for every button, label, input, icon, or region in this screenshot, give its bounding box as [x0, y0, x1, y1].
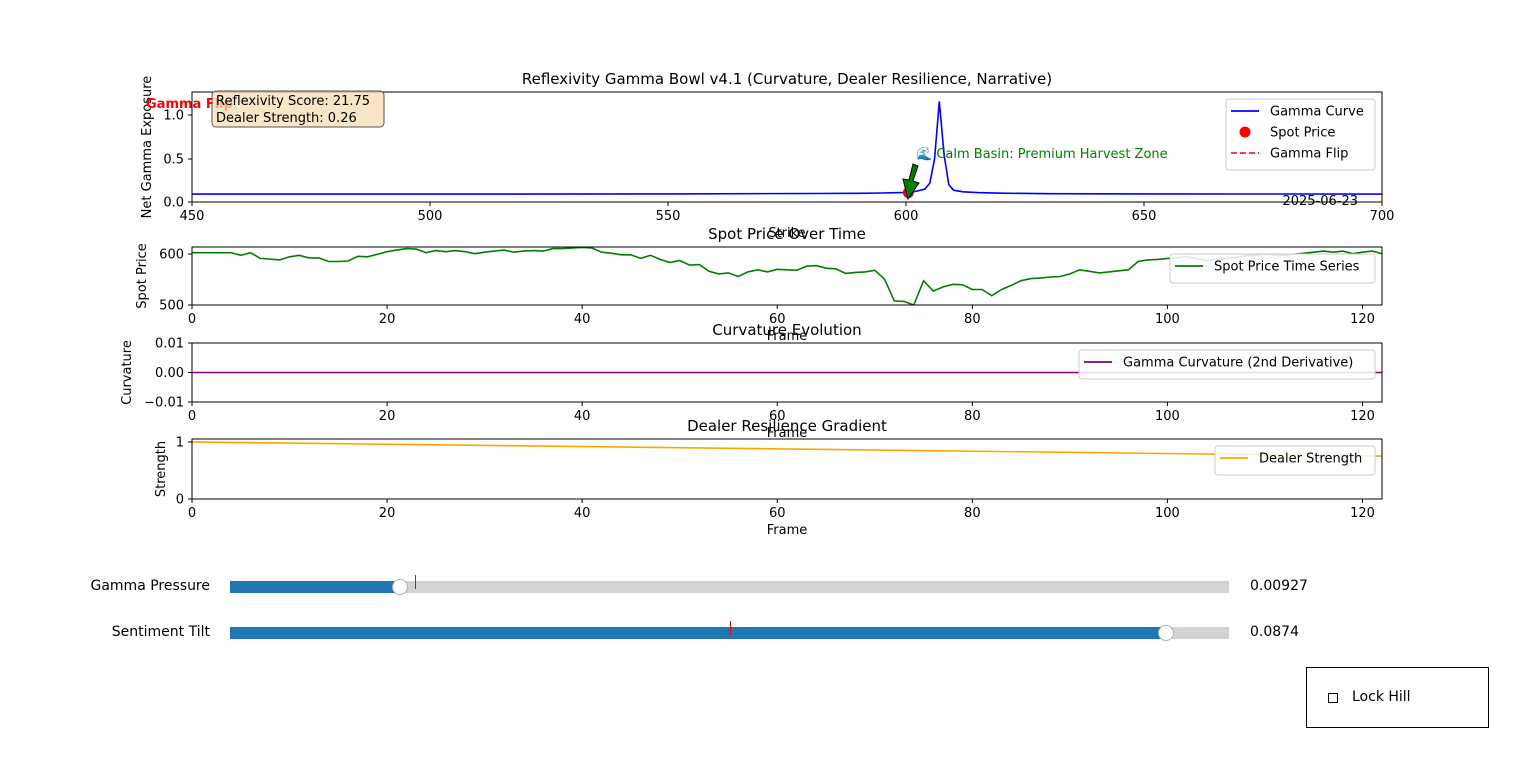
x-tick-label: 0: [188, 506, 196, 521]
sentiment-tilt-label: Sentiment Tilt: [111, 624, 210, 640]
gamma-pressure-initial-marker: [414, 575, 416, 589]
chart-panel-3: Curvature Evolution 0 20 40 60 80 100 120 Frame −…: [120, 321, 1383, 441]
legend-entry: Spot Price Time Series: [1214, 260, 1360, 275]
sentiment-tilt-slider[interactable]: Sentiment Tilt 0.0874: [0, 621, 1536, 645]
legend-entry: Dealer Strength: [1259, 452, 1362, 467]
legend: Gamma Curve Spot Price Gamma Flip: [1225, 98, 1376, 171]
gamma-pressure-track[interactable]: [230, 575, 1229, 595]
y-axis-label: Curvature: [120, 340, 135, 405]
x-tick-label: 20: [379, 506, 396, 521]
axes-frame: [191, 91, 1383, 203]
legend-entry: Gamma Curvature (2nd Derivative): [1123, 356, 1353, 371]
legend: Spot Price Time Series: [1169, 253, 1376, 284]
series-line-1: [192, 441, 1382, 457]
x-tick-label: 60: [769, 506, 786, 521]
y-axis-label: Spot Price: [135, 243, 150, 308]
legend-frame: [1225, 98, 1376, 171]
x-tick-label: 120: [1350, 312, 1375, 327]
sentiment-tilt-initial-marker: [729, 621, 731, 635]
x-tick-label: 20: [379, 409, 396, 424]
legend-entry: Gamma Flip: [1270, 147, 1348, 162]
x-tick-label: 500: [418, 209, 443, 224]
x-tick-label: 40: [574, 312, 591, 327]
x-tick-label: 20: [379, 312, 396, 327]
chart-title: Curvature Evolution: [712, 321, 861, 339]
legend: Dealer Strength: [1214, 445, 1376, 476]
chart-panel-2: Spot Price Over Time 0 20 40 60 80 100 120 Frame…: [135, 225, 1383, 344]
y-tick-label: 0.01: [155, 337, 184, 352]
gamma-flip-label: Gamma Flip: [146, 97, 233, 112]
gamma-pressure-slider[interactable]: Gamma Pressure 0.00927: [0, 575, 1536, 599]
x-tick-label: 120: [1350, 506, 1375, 521]
dealer-strength-text: Dealer Strength: 0.26: [216, 111, 357, 126]
x-axis-label: Frame: [767, 329, 808, 344]
sentiment-tilt-track[interactable]: [230, 621, 1229, 641]
legend-entry: Gamma Curve: [1270, 105, 1364, 120]
legend: Gamma Curvature (2nd Derivative): [1078, 349, 1376, 380]
x-axis-label: Frame: [767, 426, 808, 441]
gamma-pressure-label: Gamma Pressure: [90, 578, 210, 594]
y-tick-label: 1: [176, 436, 184, 451]
legend-marker: [1239, 126, 1251, 138]
x-tick-label: 650: [1132, 209, 1157, 224]
x-tick-label: 0: [188, 312, 196, 327]
chart-title: Spot Price Over Time: [708, 225, 866, 243]
y-tick-label: 0.00: [155, 366, 184, 381]
legend-frame: [1078, 349, 1376, 380]
chart-title: Reflexivity Gamma Bowl v4.1 (Curvature, …: [522, 70, 1052, 88]
plot-area: [192, 441, 1382, 457]
legend-frame: [1214, 445, 1376, 476]
x-tick-label: 100: [1155, 506, 1180, 521]
axes-frame: [191, 438, 1383, 500]
y-tick-label: 0.0: [163, 196, 184, 211]
gamma-pressure-fill: [230, 581, 400, 593]
gamma-pressure-handle[interactable]: [391, 579, 408, 595]
chart-title: Dealer Resilience Gradient: [687, 417, 887, 435]
date-label: 2025-06-23: [1282, 194, 1358, 209]
x-tick-label: 60: [769, 409, 786, 424]
x-tick-label: 120: [1350, 409, 1375, 424]
y-axis-label: Net Gamma Exposure: [140, 76, 155, 219]
chart-panel-1: Reflexivity Gamma Bowl v4.1 (Curvature, …: [140, 70, 1394, 241]
x-tick-label: 40: [574, 409, 591, 424]
x-tick-label: 80: [964, 506, 981, 521]
axes-frame: [191, 246, 1383, 306]
y-tick-label: −0.01: [144, 396, 184, 411]
y-tick-label: 0: [176, 493, 184, 508]
sentiment-tilt-fill: [230, 627, 1167, 639]
y-tick-label: 1.0: [163, 109, 184, 124]
y-tick-label: 600: [159, 248, 184, 263]
x-tick-label: 700: [1370, 209, 1395, 224]
lock-hill-label: Lock Hill: [1352, 689, 1411, 705]
x-axis-label: Strike: [768, 226, 805, 241]
x-tick-label: 80: [964, 409, 981, 424]
x-tick-label: 450: [180, 209, 205, 224]
x-tick-label: 100: [1155, 312, 1180, 327]
x-tick-label: 550: [656, 209, 681, 224]
x-tick-label: 600: [894, 209, 919, 224]
y-axis-label: Strength: [154, 441, 169, 497]
legend-entry: Spot Price: [1270, 126, 1335, 141]
x-tick-label: 0: [188, 409, 196, 424]
legend-frame: [1169, 253, 1376, 284]
score-box: [211, 90, 385, 128]
x-tick-label: 40: [574, 506, 591, 521]
sentiment-tilt-value: 0.0874: [1250, 624, 1299, 640]
sentiment-tilt-handle[interactable]: [1158, 625, 1175, 641]
gamma-pressure-value: 0.00927: [1250, 578, 1308, 594]
y-tick-label: 500: [159, 299, 184, 314]
chart-panel-4: Dealer Resilience Gradient 0 20 40 60 80 100 12…: [154, 417, 1383, 538]
series-line-1: [192, 101, 1382, 195]
lock-hill-checkbox[interactable]: [1328, 693, 1338, 703]
narrative-annotation: 🌊 Calm Basin: Premium Harvest Zone: [916, 146, 1168, 162]
reflexivity-score-text: Reflexivity Score: 21.75: [216, 94, 370, 109]
x-axis-label: Frame: [767, 523, 808, 538]
x-tick-label: 100: [1155, 409, 1180, 424]
y-tick-label: 0.5: [163, 153, 184, 168]
lock-hill-checkbox-panel[interactable]: Lock Hill: [1306, 667, 1489, 728]
narrative-arrow: [902, 163, 920, 201]
x-tick-label: 60: [769, 312, 786, 327]
x-tick-label: 80: [964, 312, 981, 327]
